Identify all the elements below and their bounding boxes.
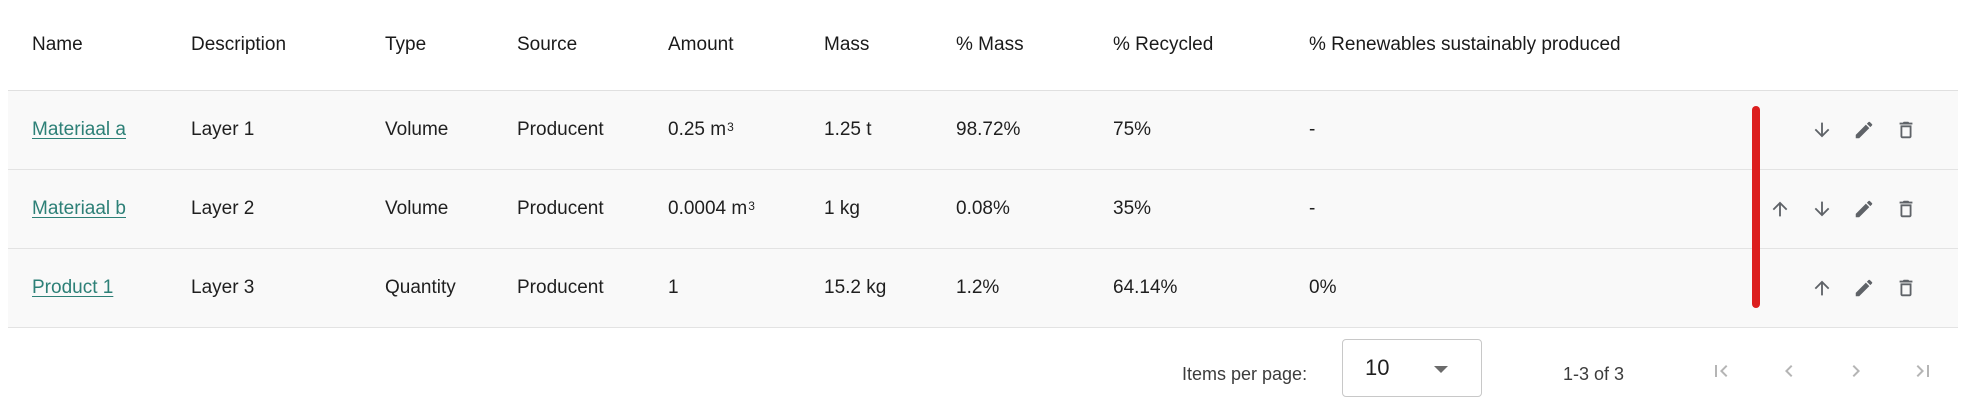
row-type: Volume: [385, 198, 449, 219]
header-pct-renewables[interactable]: % Renewables sustainably produced: [1309, 34, 1621, 55]
header-description[interactable]: Description: [191, 34, 287, 55]
row-actions: [1738, 249, 1958, 327]
materials-table: Name Description Type Source Amount Mass…: [8, 0, 1958, 328]
edit-button[interactable]: [1846, 191, 1882, 227]
items-per-page-value: 10: [1365, 355, 1390, 380]
row-description: Layer 3: [191, 277, 255, 298]
row-amount-unit-exponent: 3: [748, 199, 755, 213]
move-up-button[interactable]: [1762, 191, 1798, 227]
row-name-link[interactable]: Materiaal b: [32, 198, 126, 219]
row-actions: [1738, 170, 1958, 248]
header-source[interactable]: Source: [517, 34, 578, 55]
pencil-icon: [1855, 121, 1873, 139]
arrow-up-icon: [1814, 280, 1830, 296]
pencil-icon: [1855, 279, 1873, 297]
header-pct-mass[interactable]: % Mass: [956, 34, 1024, 55]
header-amount[interactable]: Amount: [668, 34, 734, 55]
row-pct-renewables: -: [1309, 119, 1316, 140]
move-down-button[interactable]: [1804, 191, 1840, 227]
header-type[interactable]: Type: [385, 34, 427, 55]
move-down-button[interactable]: [1804, 112, 1840, 148]
row-mass: 1.25 t: [824, 119, 872, 140]
table-header-row: Name Description Type Source Amount Mass…: [8, 0, 1958, 91]
row-source: Producent: [517, 119, 604, 140]
paginator: Items per page: 10 1-3 of 3: [0, 326, 1966, 418]
chevron-right-icon: [1852, 365, 1860, 377]
row-mass: 1 kg: [824, 198, 860, 219]
trash-icon: [1899, 279, 1913, 297]
last-page-icon: [1916, 365, 1929, 377]
trash-icon: [1899, 121, 1913, 139]
row-amount: 1: [668, 277, 679, 298]
table-row: Materiaal b Layer 2 Volume Producent 0.0…: [8, 170, 1958, 249]
highlight-marker: [1752, 106, 1760, 308]
row-pct-renewables: 0%: [1309, 277, 1337, 298]
arrow-down-icon: [1814, 122, 1830, 138]
items-per-page-label: Items per page:: [1182, 364, 1308, 384]
row-pct-mass: 1.2%: [956, 277, 1000, 298]
previous-page-button[interactable]: [1771, 353, 1807, 389]
trash-icon: [1899, 200, 1913, 218]
row-description: Layer 2: [191, 198, 255, 219]
row-amount-unit-exponent: 3: [727, 120, 734, 134]
header-name[interactable]: Name: [32, 34, 83, 55]
arrow-down-icon: [1814, 201, 1830, 217]
row-pct-mass: 0.08%: [956, 198, 1010, 219]
delete-button[interactable]: [1888, 270, 1924, 306]
row-pct-mass: 98.72%: [956, 119, 1021, 140]
next-page-button[interactable]: [1838, 353, 1874, 389]
row-amount-value: 0.25 m: [668, 119, 727, 140]
header-pct-recycled[interactable]: % Recycled: [1113, 34, 1214, 55]
chevron-left-icon: [1785, 365, 1793, 377]
page-range-label: 1-3 of 3: [1563, 364, 1625, 384]
row-actions: [1738, 91, 1958, 169]
arrow-up-icon: [1772, 201, 1788, 217]
table-row: Materiaal a Layer 1 Volume Producent 0.2…: [8, 91, 1958, 170]
delete-button[interactable]: [1888, 191, 1924, 227]
first-page-button[interactable]: [1703, 353, 1739, 389]
move-up-button[interactable]: [1804, 270, 1840, 306]
row-pct-recycled: 64.14%: [1113, 277, 1178, 298]
row-description: Layer 1: [191, 119, 255, 140]
edit-button[interactable]: [1846, 270, 1882, 306]
row-type: Quantity: [385, 277, 456, 298]
row-source: Producent: [517, 277, 604, 298]
row-pct-recycled: 35%: [1113, 198, 1152, 219]
caret-down-icon: [1434, 366, 1448, 373]
pencil-icon: [1855, 200, 1873, 218]
delete-button[interactable]: [1888, 112, 1924, 148]
first-page-icon: [1715, 365, 1728, 377]
header-mass[interactable]: Mass: [824, 34, 870, 55]
row-source: Producent: [517, 198, 604, 219]
row-type: Volume: [385, 119, 449, 140]
row-pct-recycled: 75%: [1113, 119, 1152, 140]
row-pct-renewables: -: [1309, 198, 1316, 219]
last-page-button[interactable]: [1905, 353, 1941, 389]
edit-button[interactable]: [1846, 112, 1882, 148]
items-per-page-select[interactable]: 10: [1342, 339, 1482, 397]
table-row: Product 1 Layer 3 Quantity Producent 1 1…: [8, 249, 1958, 328]
row-name-link[interactable]: Materiaal a: [32, 119, 126, 140]
row-mass: 15.2 kg: [824, 277, 887, 298]
row-amount-value: 0.0004 m: [668, 198, 748, 219]
row-name-link[interactable]: Product 1: [32, 277, 114, 298]
